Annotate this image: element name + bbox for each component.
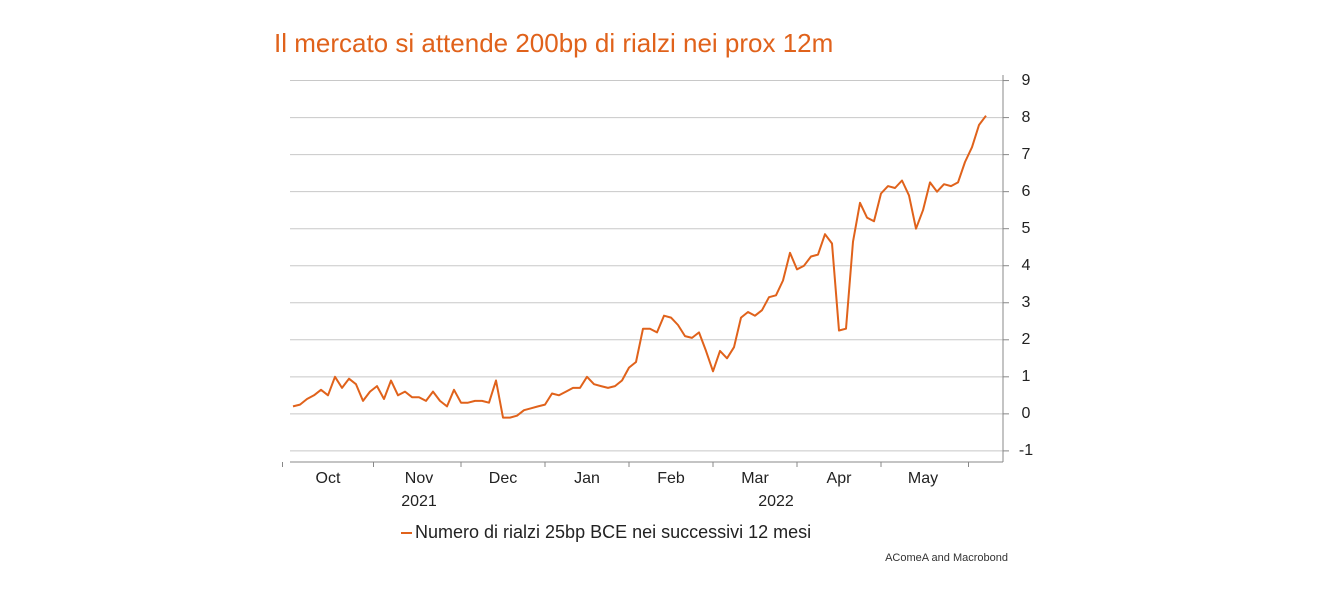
x-year-label: 2022: [758, 493, 794, 510]
x-tick-label: Jan: [574, 470, 600, 487]
y-tick-label: 4: [1022, 257, 1031, 274]
x-tick-label: Nov: [405, 470, 433, 487]
x-tick-label: May: [908, 470, 938, 487]
legend-label: Numero di rialzi 25bp BCE nei successivi…: [415, 522, 811, 542]
line: [292, 115, 987, 419]
y-tick-label: 2: [1022, 331, 1031, 348]
chart-title: Il mercato si attende 200bp di rialzi ne…: [274, 28, 833, 58]
x-tick-label: Oct: [316, 470, 341, 487]
y-tick-label: 1: [1022, 368, 1031, 385]
y-tick-label: 0: [1022, 405, 1031, 422]
y-tick-label: 6: [1022, 183, 1031, 200]
x-tick-label: Feb: [657, 470, 685, 487]
source: AComeA and Macrobond: [885, 552, 1008, 564]
y-tick-label: 5: [1022, 220, 1031, 237]
x-tick-label: Mar: [741, 470, 769, 487]
y-tick-label: -1: [1019, 442, 1033, 459]
x-tick-label: Apr: [827, 470, 853, 487]
x-tick-label: Dec: [489, 470, 517, 487]
y-tick-label: 8: [1022, 109, 1031, 126]
y-tick-label: 3: [1022, 294, 1031, 311]
y-tick-label: 7: [1022, 146, 1031, 163]
x-year-label: 2021: [401, 493, 437, 510]
y-tick-label: 9: [1022, 72, 1031, 89]
